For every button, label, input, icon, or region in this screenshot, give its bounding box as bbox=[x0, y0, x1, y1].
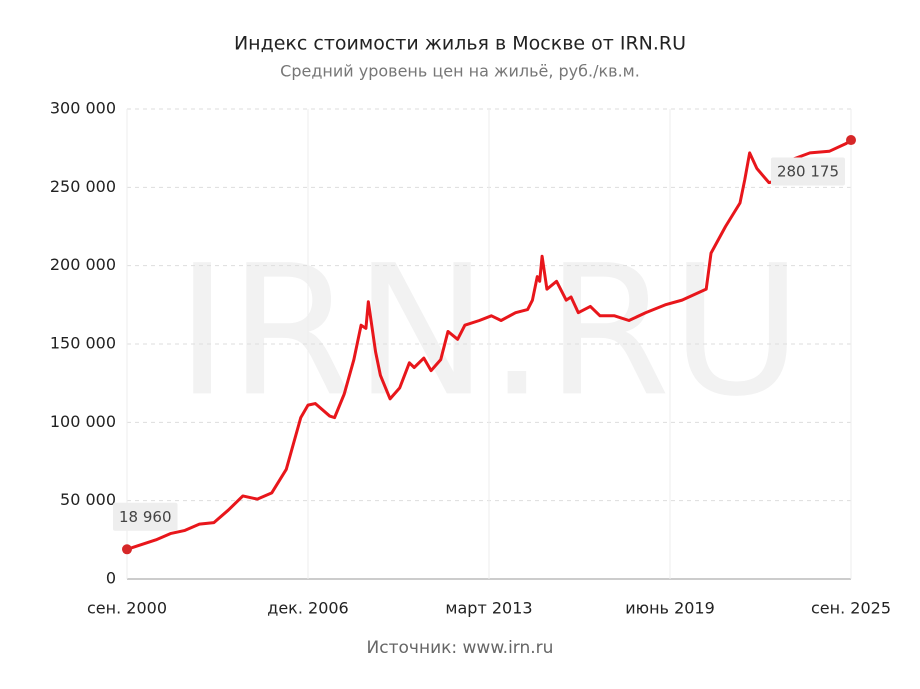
y-tick-label: 300 000 bbox=[50, 99, 116, 118]
annotation-label: 280 175 bbox=[777, 163, 839, 181]
chart-subtitle: Средний уровень цен на жильё, руб./кв.м. bbox=[280, 62, 640, 81]
annotation-label: 18 960 bbox=[119, 508, 172, 526]
annotation-box bbox=[113, 502, 178, 531]
y-tick-label: 250 000 bbox=[50, 177, 116, 196]
y-tick-label: 50 000 bbox=[60, 490, 116, 509]
source: Источник: www.irn.ru bbox=[367, 638, 554, 658]
x-tick-label: дек. 2006 bbox=[267, 599, 348, 618]
chart-title: Индекс стоимости жилья в Москве от IRN.R… bbox=[234, 33, 686, 55]
end-point bbox=[846, 135, 856, 146]
y-tick-label: 150 000 bbox=[50, 334, 116, 353]
y-tick-label: 0 bbox=[106, 569, 116, 588]
annotation: 18 960 bbox=[113, 502, 178, 531]
x-tick-label: июнь 2019 bbox=[625, 599, 715, 618]
end-point bbox=[122, 544, 132, 555]
annotation: 280 175 bbox=[770, 157, 845, 186]
line bbox=[126, 138, 852, 551]
y-tick-label: 100 000 bbox=[50, 412, 116, 431]
annotation-box bbox=[770, 157, 845, 186]
x-tick-label: сен. 2000 bbox=[87, 599, 167, 618]
x-tick-label: сен. 2025 bbox=[811, 599, 891, 618]
y-tick-label: 200 000 bbox=[50, 255, 116, 274]
x-tick-label: март 2013 bbox=[445, 599, 532, 618]
